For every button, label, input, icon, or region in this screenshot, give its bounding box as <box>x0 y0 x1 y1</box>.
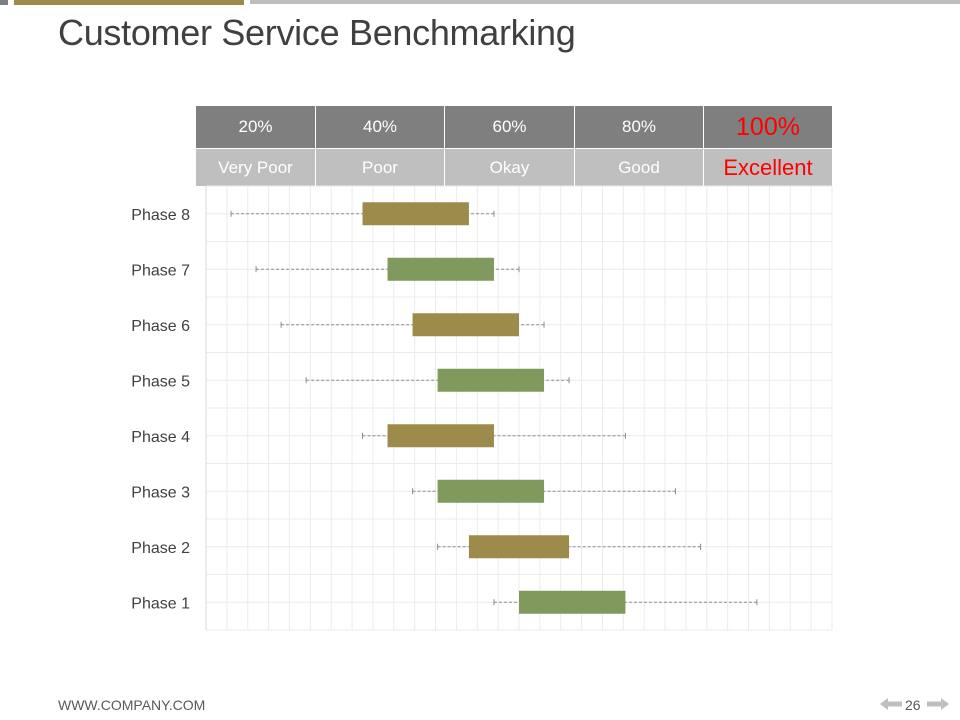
rating-scale-table: 20% 40% 60% 80% 100% Very Poor Poor Okay… <box>196 106 832 186</box>
phase-label: Phase 6 <box>131 318 190 335</box>
chart-grid <box>205 185 833 631</box>
rating-poor: Poor <box>316 148 445 186</box>
phase-labels: Phase 8 Phase 7 Phase 6 Phase 5 Phase 4 Phase… <box>131 207 190 613</box>
phase-box-group <box>362 424 626 448</box>
phase-boxes <box>230 202 758 614</box>
phase-box-group <box>437 535 702 559</box>
next-arrow-icon[interactable] <box>927 697 949 711</box>
phase-box-group <box>412 479 676 503</box>
previous-arrow-icon[interactable] <box>880 697 902 711</box>
phase-box-group <box>255 257 520 281</box>
phase-label: Phase 5 <box>131 373 190 390</box>
phase-label: Phase 7 <box>131 262 190 279</box>
phase-label: Phase 1 <box>131 595 190 612</box>
scale-pct-60: 60% <box>445 106 575 148</box>
rating-excellent: Excellent <box>704 148 832 186</box>
footer-url: WWW.COMPANY.COM <box>58 697 206 713</box>
rating-very-poor: Very Poor <box>196 148 316 186</box>
top-divider-bar <box>250 0 960 4</box>
rating-okay: Okay <box>445 148 575 186</box>
phase-box <box>437 479 545 503</box>
percentage-row: 20% 40% 60% 80% 100% <box>196 106 832 148</box>
phase-label: Phase 8 <box>131 207 190 224</box>
phase-box <box>412 313 519 337</box>
top-accent-tick <box>0 0 8 5</box>
phase-box-group <box>280 313 545 337</box>
phase-box <box>437 368 545 392</box>
rating-row: Very Poor Poor Okay Good Excellent <box>196 148 832 186</box>
phase-box <box>468 535 570 559</box>
scale-pct-80: 80% <box>575 106 704 148</box>
rating-good: Good <box>575 148 704 186</box>
phase-label: Phase 2 <box>131 540 190 557</box>
phase-box <box>519 590 626 614</box>
slide-title: Customer Service Benchmarking <box>58 12 576 53</box>
phase-box-group <box>493 590 758 614</box>
phase-box <box>387 424 494 448</box>
phase-box <box>387 257 494 281</box>
top-accent-bar <box>14 0 244 5</box>
scale-pct-100: 100% <box>736 112 800 141</box>
scale-pct-20: 20% <box>196 106 316 148</box>
phase-box-group <box>305 368 570 392</box>
scale-pct-40: 40% <box>316 106 445 148</box>
page-number: 26 <box>905 697 921 713</box>
phase-label: Phase 4 <box>131 429 190 446</box>
phase-box <box>362 202 469 226</box>
phase-label: Phase 3 <box>131 484 190 501</box>
phase-box-group <box>230 202 495 226</box>
